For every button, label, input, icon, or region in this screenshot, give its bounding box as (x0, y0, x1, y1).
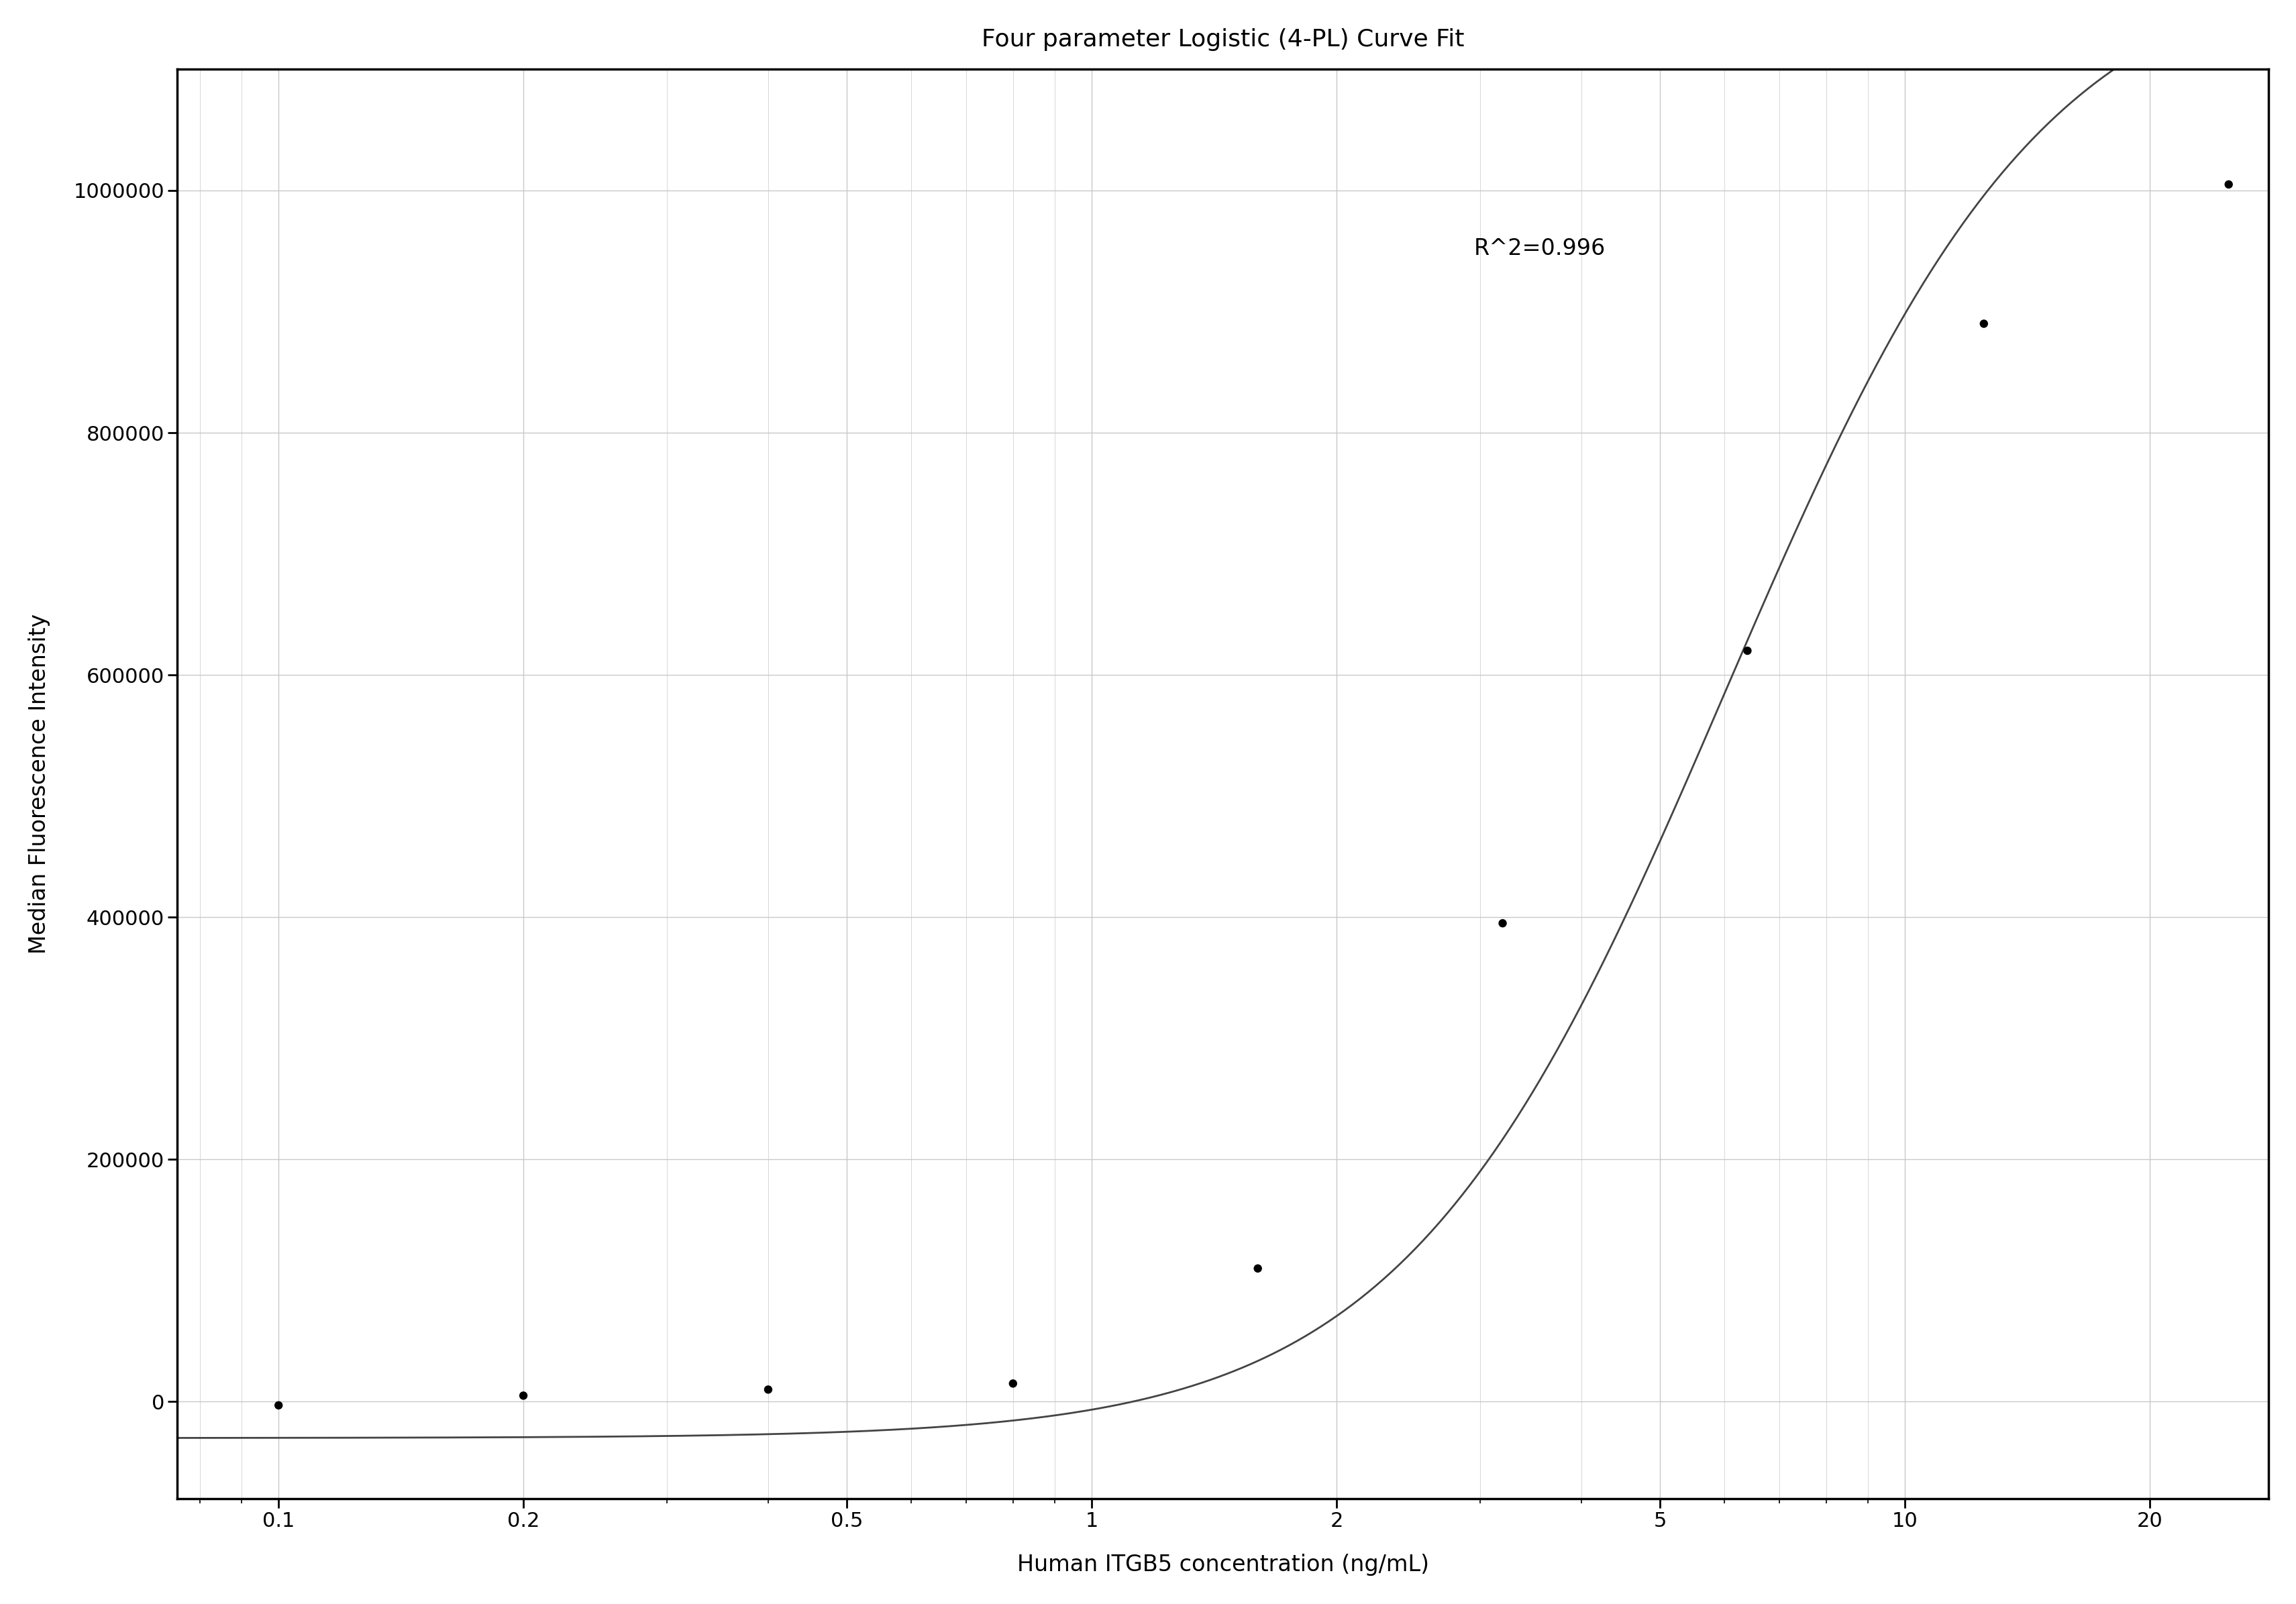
Point (1240, 1256, 1277, 1282)
Text: R^2=0.996: R^2=0.996 (1474, 237, 1605, 260)
Point (748, 1376, 785, 1402)
X-axis label: Human ITGB5 concentration (ng/mL): Human ITGB5 concentration (ng/mL) (1017, 1554, 1428, 1577)
Title: Four parameter Logistic (4-PL) Curve Fit: Four parameter Logistic (4-PL) Curve Fit (980, 27, 1465, 51)
Point (1483, 911, 1520, 937)
Y-axis label: Median Fluorescence Intensity: Median Fluorescence Intensity (28, 614, 51, 954)
Point (505, 1383, 542, 1408)
Point (1965, 311, 2002, 337)
Point (259, 1392, 296, 1418)
Point (994, 1371, 1031, 1397)
Point (1729, 638, 1766, 664)
Point (2209, 172, 2245, 197)
